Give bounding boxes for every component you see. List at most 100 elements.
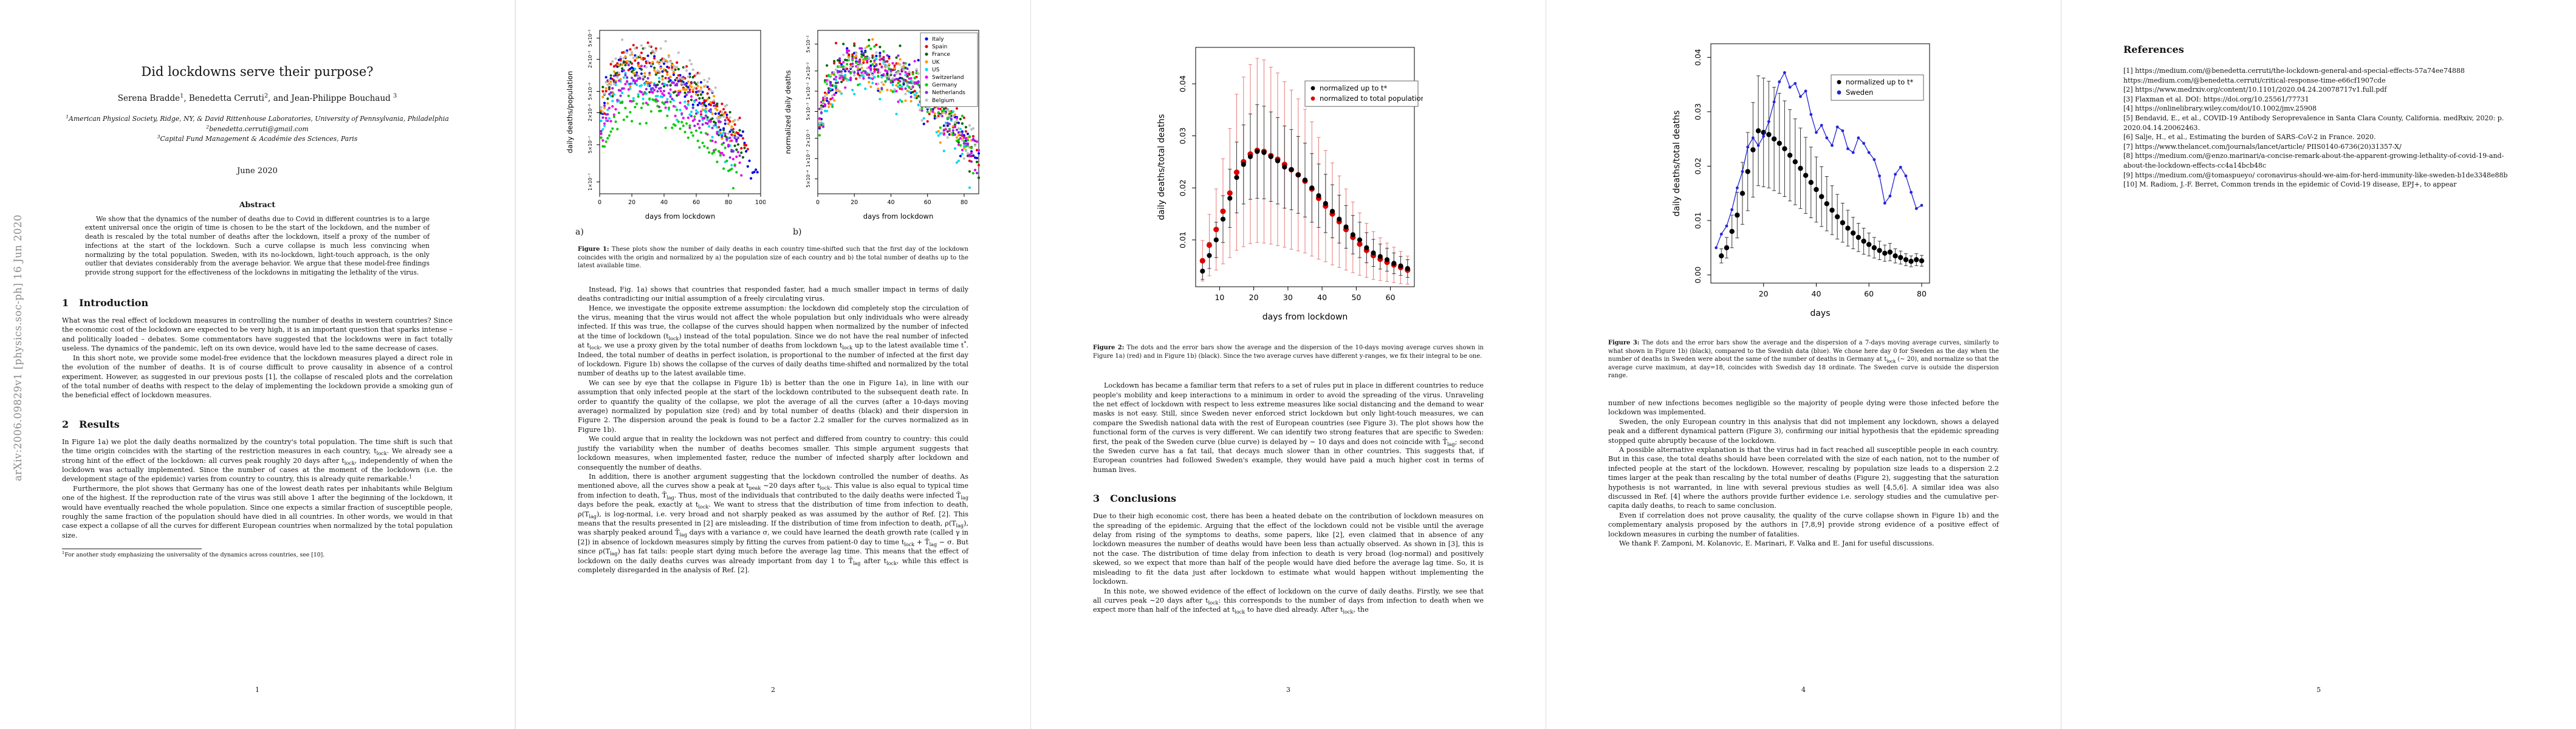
svg-text:0.03: 0.03 [1693,103,1702,120]
reference-10: [10] M. Radiom, J.-F. Berret, Common tre… [2123,180,2457,189]
conclusions-paragraph-1: Due to their high economic cost, there h… [1093,512,1484,586]
svg-text:normalized to total population: normalized to total population [1320,94,1423,103]
svg-text:Switzerland: Switzerland [932,75,964,81]
svg-text:0.00: 0.00 [1693,267,1702,284]
svg-text:40: 40 [1317,293,1327,302]
reference-6: [6] Salje, H., et al., Estimating the bu… [2123,133,2376,142]
page-1: arXiv:2006.09829v1 [physics.soc-ph] 16 J… [0,0,515,729]
arxiv-watermark: arXiv:2006.09829v1 [physics.soc-ph] 16 J… [12,214,24,481]
reference-8: [8] https://medium.com/@enzo.marinari/a-… [2123,152,2504,169]
svg-text:daily deaths/population: daily deaths/population [566,71,574,153]
reference-1: [1] https://medium.com/@benedetta.cerrut… [2123,67,2465,84]
page4-paragraph-1: number of new infections becomes negligi… [1608,399,1999,417]
svg-text:daily deaths/total deaths: daily deaths/total deaths [1672,111,1682,217]
svg-text:UK: UK [932,60,940,66]
svg-text:30: 30 [1283,293,1292,302]
conclusions-paragraph-2: In this note, we showed evidence of the … [1093,587,1484,615]
reference-2: [2] https://www.medrxiv.org/content/10.1… [2123,86,2387,94]
page3-paragraph-1: Lockdown has became a familiar term that… [1093,382,1484,474]
svg-text:0: 0 [598,199,601,206]
affiliation-3: 3Capital Fund Management & Académie des … [157,134,358,143]
page2-paragraph-1: Instead, Fig. 1a) shows that countries t… [578,285,968,303]
svg-text:40: 40 [887,199,894,206]
svg-text:40: 40 [660,199,668,206]
svg-text:40: 40 [1811,289,1821,298]
figure1b-chart: 0 20 40 60 80 5×10⁻⁴ 1×10⁻³ 2×10⁻³ 5×10⁻³ 1×10⁻² 2… [781,23,984,228]
affiliation-2: 2benedetta.cerruti@gmail.com [206,123,309,133]
svg-text:Belgium: Belgium [932,98,954,104]
svg-text:days from lockdown: days from lockdown [1262,312,1348,322]
svg-text:2×10⁻²: 2×10⁻² [806,62,811,80]
authors-line: Serena Bradde1, Benedetta Cerruti2, and … [117,92,397,103]
svg-text:5×10⁻³: 5×10⁻³ [806,103,811,120]
svg-text:5×10⁻⁶: 5×10⁻⁶ [587,83,593,100]
svg-text:60: 60 [1385,293,1395,302]
svg-text:1×10⁻³: 1×10⁻³ [806,150,811,168]
figure1b-label: b) [793,227,802,237]
figure1-caption: Figure 1: These plots show the number of… [578,246,968,270]
svg-text:100: 100 [755,199,766,206]
reference-5: [5] Bendavid, E., et al., COVID-19 Antib… [2123,114,2504,132]
svg-text:1×10⁻⁷: 1×10⁻⁷ [587,173,593,191]
svg-text:Italy: Italy [932,36,944,43]
page2-paragraph-4: We could argue that in reality the lockd… [578,435,968,471]
svg-text:1×10⁻²: 1×10⁻² [806,83,811,100]
svg-text:5×10⁻⁷: 5×10⁻⁷ [587,136,593,154]
svg-text:normalized up to t*: normalized up to t* [1846,78,1914,86]
svg-text:0: 0 [816,199,820,206]
svg-text:60: 60 [1864,289,1874,298]
svg-text:Spain: Spain [932,44,947,50]
figure2-caption: Figure 2: The dots and the error bars sh… [1093,344,1484,360]
page4-paragraph-3: A possible alternative explanation is th… [1608,446,1999,510]
intro-paragraph-2: In this short note, we provide some mode… [62,354,453,400]
svg-text:Sweden: Sweden [1846,88,1873,97]
svg-text:20: 20 [1758,289,1768,298]
reference-4: [4] https://onlinelibrary.wiley.com/doi/… [2123,104,2317,113]
svg-text:5×10⁻⁴: 5×10⁻⁴ [806,170,811,188]
page-number-5: 5 [2317,686,2321,694]
svg-text:Netherlands: Netherlands [932,90,965,96]
figure1a-chart: 0 20 40 60 80 100 1×10⁻⁷ 5×10⁻⁷ 2×10⁻⁶ 5×10⁻⁶ 2×10… [563,23,766,228]
svg-text:daily deaths/total deaths: daily deaths/total deaths [1157,114,1166,221]
svg-text:20: 20 [851,199,858,206]
page2-paragraph-2: Hence, we investigate the opposite extre… [578,304,969,378]
svg-text:60: 60 [924,199,931,206]
figure3: 20 40 60 80 0.00 0.01 0.02 0.03 0.04 days daily de… [1546,38,2061,326]
svg-text:2×10⁻³: 2×10⁻³ [806,129,811,147]
abstract-heading: Abstract [239,199,276,209]
page-number-4: 4 [1801,686,1806,694]
footnote-1: 1For another study emphasizing the unive… [62,550,325,559]
svg-text:0.03: 0.03 [1178,128,1187,145]
page2-paragraph-5: In addition, there is another argument s… [578,472,968,574]
figure1a-label: a) [575,227,584,237]
results-paragraph-1: In Figure 1a) we plot the daily deaths n… [62,437,453,484]
svg-text:50: 50 [1351,293,1361,302]
svg-text:5×10⁻⁵: 5×10⁻⁵ [587,29,593,47]
page4-paragraph-4: Even if correlation does not prove causa… [1608,511,1999,538]
page2-paragraph-3: We can see by eye that the collapse in F… [578,378,968,434]
figure2: 10 20 30 40 50 60 0.01 0.02 0.03 0.04 days from lo… [1031,41,1546,329]
results-paragraph-2: Furthermore, the plot shows that Germany… [62,484,453,539]
page-2: 0 20 40 60 80 100 1×10⁻⁷ 5×10⁻⁷ 2×10⁻⁶ 5×10⁻⁶ 2×10… [515,0,1030,729]
reference-9: [9] https://medium.com/@tomaspueyo/ coro… [2123,171,2508,179]
page-number-1: 1 [255,686,259,694]
figure1: 0 20 40 60 80 100 1×10⁻⁷ 5×10⁻⁷ 2×10⁻⁶ 5×10⁻⁶ 2×10… [563,23,984,237]
svg-text:days from lockdown: days from lockdown [645,212,715,221]
svg-text:80: 80 [961,199,968,206]
abstract-text: We show that the dynamics of the number … [85,214,430,277]
figure2-chart: 10 20 30 40 50 60 0.01 0.02 0.03 0.04 days from lo… [1031,41,1546,329]
svg-text:20: 20 [1249,293,1258,302]
svg-text:0.02: 0.02 [1178,179,1187,196]
svg-text:2×10⁻⁶: 2×10⁻⁶ [587,104,593,122]
page4-paragraph-2: Sweden, the only European country in thi… [1608,417,1999,445]
svg-text:10: 10 [1214,293,1224,302]
svg-text:normalized up to t*: normalized up to t* [1320,84,1388,92]
svg-text:0.04: 0.04 [1178,75,1187,92]
paper-date: June 2020 [237,166,278,176]
page-number-3: 3 [1286,686,1290,694]
svg-text:0.01: 0.01 [1693,212,1702,229]
references-heading: References [2123,44,2184,55]
svg-text:0.01: 0.01 [1178,231,1187,248]
svg-text:France: France [932,52,950,58]
page-4: 20 40 60 80 0.00 0.01 0.02 0.03 0.04 days daily de… [1546,0,2061,729]
